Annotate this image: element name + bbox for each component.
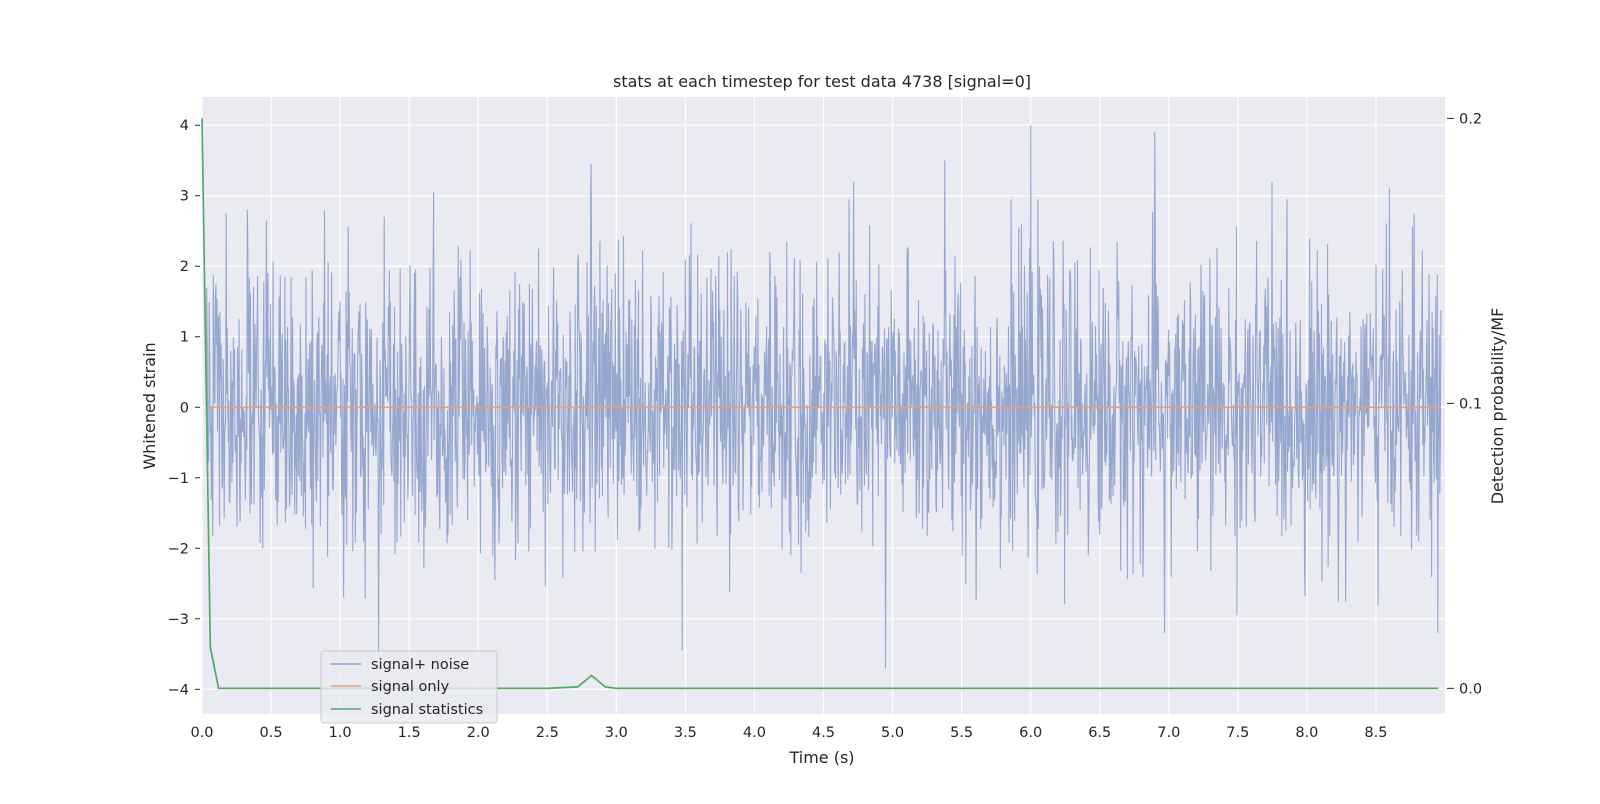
y2-tick-label: 0.2: [1459, 111, 1482, 127]
y-tick-label: −1: [168, 471, 189, 487]
x-tick-label: 3.5: [674, 725, 697, 741]
x-tick-label: 6.0: [1019, 725, 1042, 741]
x-axis-label: Time (s): [788, 748, 854, 767]
x-tick-label: 5.0: [881, 725, 904, 741]
x-tick-label: 8.5: [1364, 725, 1387, 741]
x-tick-label: 7.0: [1157, 725, 1180, 741]
x-tick-label: 7.5: [1226, 725, 1249, 741]
y-axis-right: 0.2 0.1 0.0: [1447, 111, 1482, 697]
y-axis-label: Whitened strain: [140, 342, 159, 469]
y2-tick-label: 0.1: [1459, 396, 1482, 412]
lines-layer: [201, 118, 1441, 690]
series-signal-noise-line: [205, 125, 1442, 669]
y2-tick-label: 0.0: [1459, 681, 1482, 697]
x-tick-label: 2.0: [467, 725, 490, 741]
legend-label-signal-statistics: signal statistics: [371, 702, 483, 718]
x-tick-label: 8.0: [1295, 725, 1318, 741]
y-tick-label: 2: [180, 259, 189, 275]
x-tick-label: 4.0: [743, 725, 766, 741]
y-tick-label: 0: [180, 400, 189, 416]
y-axis-left: 4 3 2 1 0 −1 −2 −3 −4: [168, 118, 200, 698]
x-tick-label: 1.5: [398, 725, 421, 741]
x-tick-label: 5.5: [950, 725, 973, 741]
x-tick-label: 0.0: [190, 725, 213, 741]
y2-axis-label: Detection probability/MF: [1488, 308, 1507, 505]
x-tick-label: 2.5: [536, 725, 559, 741]
y-tick-label: 3: [180, 189, 189, 205]
noise-series-layer: [205, 125, 1442, 669]
y-tick-label: −4: [168, 682, 189, 698]
y-tick-label: −3: [168, 612, 189, 628]
x-tick-label: 4.5: [812, 725, 835, 741]
legend-label-signal-noise: signal+ noise: [371, 657, 469, 673]
y-gridlines: [202, 124, 1445, 690]
x-tick-label: 6.5: [1088, 725, 1111, 741]
y-tick-label: 4: [180, 118, 189, 134]
legend-box: [320, 650, 498, 724]
x-tick-label: 0.5: [260, 725, 283, 741]
chart-title: stats at each timestep for test data 473…: [613, 72, 1031, 91]
y-tick-label: −2: [168, 541, 189, 557]
y-tick-label: 1: [180, 330, 189, 346]
series-signal-statistics-line: [201, 118, 1439, 690]
legend-label-signal-only: signal only: [371, 679, 450, 695]
x-axis: 0.0 0.5 1.0 1.5 2.0 2.5 3.0 3.5 4.0 4.5 5.0 5.5 6.0 6…: [190, 725, 1387, 741]
x-tick-label: 3.0: [605, 725, 628, 741]
legend: signal+ noise signal only signal statist…: [320, 650, 498, 724]
x-tick-label: 1.0: [329, 725, 352, 741]
